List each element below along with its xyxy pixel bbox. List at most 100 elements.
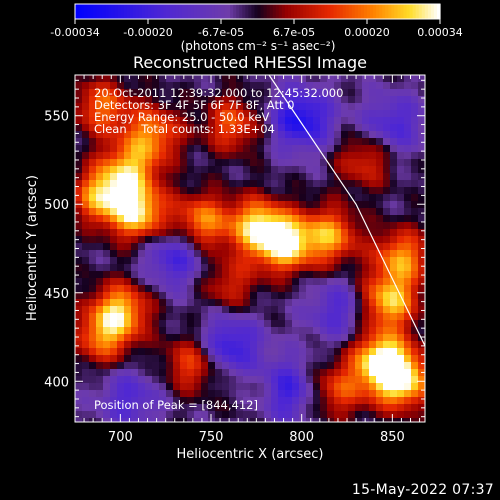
heatmap-cell — [397, 75, 405, 83]
heatmap-cell — [264, 89, 272, 97]
heatmap-cell — [229, 208, 237, 216]
heatmap-cell — [89, 376, 97, 384]
heatmap-cell — [229, 278, 237, 286]
heatmap-cell — [383, 362, 391, 370]
heatmap-cell — [124, 222, 132, 230]
heatmap-cell — [404, 264, 412, 272]
heatmap-cell — [222, 173, 230, 181]
heatmap-cell — [124, 320, 132, 328]
heatmap-cell — [208, 96, 216, 104]
heatmap-cell — [257, 411, 265, 419]
heatmap-cell — [138, 292, 146, 300]
heatmap-cell — [124, 166, 132, 174]
heatmap-cell — [236, 222, 244, 230]
heatmap-cell — [369, 82, 377, 90]
heatmap-cell — [271, 271, 279, 279]
heatmap-cell — [103, 313, 111, 321]
heatmap-cell — [159, 327, 167, 335]
heatmap-cell — [173, 299, 181, 307]
heatmap-cell — [334, 411, 342, 419]
heatmap-cell — [229, 82, 237, 90]
heatmap-cell — [334, 327, 342, 335]
heatmap-cell — [75, 243, 83, 251]
heatmap-cell — [341, 250, 349, 258]
heatmap-cell — [299, 131, 307, 139]
heatmap-cell — [369, 278, 377, 286]
heatmap-cell — [82, 334, 90, 342]
colorbar-cell — [87, 4, 91, 19]
heatmap-cell — [131, 257, 139, 265]
heatmap-cell — [96, 131, 104, 139]
heatmap-cell — [292, 355, 300, 363]
heatmap-cell — [208, 103, 216, 111]
heatmap-cell — [173, 383, 181, 391]
heatmap-cell — [362, 215, 370, 223]
heatmap-cell — [215, 222, 223, 230]
y-tick-label: 450 — [44, 287, 69, 302]
heatmap-cell — [124, 138, 132, 146]
heatmap-cell — [194, 418, 202, 423]
heatmap-cell — [110, 89, 118, 97]
heatmap-cell — [124, 313, 132, 321]
heatmap-cell — [299, 306, 307, 314]
heatmap-cell — [187, 250, 195, 258]
heatmap-cell — [82, 278, 90, 286]
heatmap-cell — [369, 194, 377, 202]
heatmap-cell — [208, 166, 216, 174]
heatmap-cell — [383, 341, 391, 349]
heatmap-cell — [124, 292, 132, 300]
heatmap-cell — [159, 201, 167, 209]
heatmap-cell — [96, 208, 104, 216]
heatmap-cell — [313, 208, 321, 216]
heatmap-cell — [292, 341, 300, 349]
heatmap-cell — [201, 299, 209, 307]
heatmap-cell — [103, 257, 111, 265]
heatmap-cell — [320, 96, 328, 104]
colorbar-cell — [385, 4, 389, 19]
heatmap-cell — [264, 376, 272, 384]
heatmap-cell — [166, 362, 174, 370]
heatmap-cell — [313, 236, 321, 244]
heatmap-cell — [166, 313, 174, 321]
heatmap-cell — [264, 257, 272, 265]
heatmap-cell — [376, 390, 384, 398]
heatmap-cell — [313, 124, 321, 132]
heatmap-cell — [159, 264, 167, 272]
heatmap-cell — [215, 82, 223, 90]
heatmap-cell — [341, 383, 349, 391]
heatmap-cell — [376, 257, 384, 265]
heatmap-cell — [418, 362, 426, 370]
heatmap-cell — [313, 187, 321, 195]
heatmap-cell — [152, 89, 160, 97]
heatmap-cell — [159, 334, 167, 342]
heatmap-cell — [236, 145, 244, 153]
heatmap-cell — [390, 145, 398, 153]
heatmap-cell — [355, 257, 363, 265]
heatmap-cell — [341, 369, 349, 377]
heatmap-cell — [348, 278, 356, 286]
heatmap-cell — [292, 285, 300, 293]
heatmap-cell — [82, 103, 90, 111]
heatmap-cell — [194, 208, 202, 216]
heatmap-cell — [418, 355, 426, 363]
heatmap-cell — [292, 264, 300, 272]
heatmap-cell — [194, 159, 202, 167]
colorbar-cell — [99, 4, 103, 19]
heatmap-cell — [383, 117, 391, 125]
colorbar-cell — [148, 4, 152, 19]
heatmap-cell — [103, 166, 111, 174]
heatmap-cell — [96, 187, 104, 195]
heatmap-cell — [110, 362, 118, 370]
colorbar-cell — [96, 4, 100, 19]
heatmap-cell — [383, 89, 391, 97]
heatmap-cell — [355, 145, 363, 153]
heatmap-cell — [208, 75, 216, 83]
heatmap-cell — [306, 243, 314, 251]
heatmap-cell — [103, 299, 111, 307]
colorbar-cell — [418, 4, 423, 19]
heatmap-cell — [187, 376, 195, 384]
heatmap-cell — [103, 285, 111, 293]
heatmap-cell — [313, 334, 321, 342]
heatmap-cell — [222, 201, 230, 209]
heatmap-cell — [187, 124, 195, 132]
